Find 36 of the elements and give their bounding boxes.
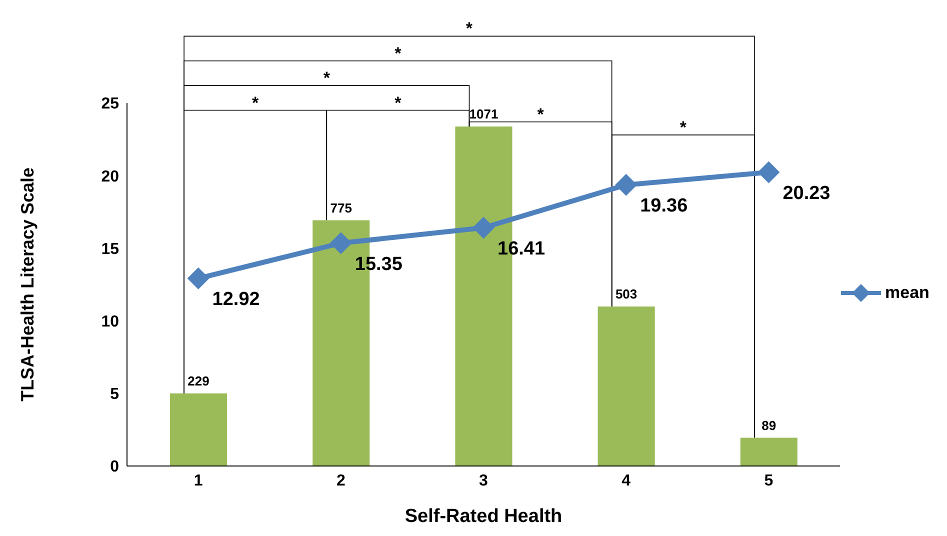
- y-tick-label: 20: [101, 168, 120, 186]
- x-tick-label: 4: [622, 472, 631, 490]
- point: [615, 174, 638, 196]
- y-tick-label: 15: [101, 240, 120, 258]
- x-axis-title: Self-Rated Health: [404, 506, 562, 527]
- annotation: *: [252, 93, 260, 112]
- y-tick-label: 10: [101, 313, 120, 330]
- x-tick-label: 2: [336, 472, 346, 490]
- y-tick-label: 5: [110, 386, 120, 404]
- y-tick-label: 0: [110, 458, 120, 476]
- annotation: *: [680, 118, 687, 137]
- point: [758, 161, 780, 184]
- text: *: [394, 44, 402, 63]
- text: *: [466, 19, 473, 38]
- data-label: 229: [188, 373, 210, 388]
- point: [330, 232, 352, 254]
- point: [187, 267, 210, 290]
- bar: [740, 438, 798, 466]
- legend-label: mean: [885, 283, 930, 303]
- x-tick-label: 5: [764, 472, 774, 490]
- point: [472, 216, 494, 239]
- data-label: 20.23: [782, 183, 830, 204]
- data-label: 89: [762, 418, 776, 433]
- data-label: 1071: [469, 106, 498, 122]
- bar: [598, 306, 655, 466]
- data-label: 775: [330, 200, 352, 216]
- bar: [170, 393, 228, 466]
- y-axis-title: TLSA-Health Literacy Scale: [17, 167, 38, 402]
- x-tick-label: 3: [479, 472, 488, 490]
- y-tick-label: 25: [101, 96, 120, 113]
- annotation: *: [394, 93, 402, 112]
- data-label: 503: [615, 286, 638, 302]
- data-label: 12.92: [212, 289, 260, 310]
- x-tick-label: 1: [194, 472, 203, 490]
- data-label: 19.36: [640, 196, 688, 217]
- annotation: *: [537, 104, 544, 124]
